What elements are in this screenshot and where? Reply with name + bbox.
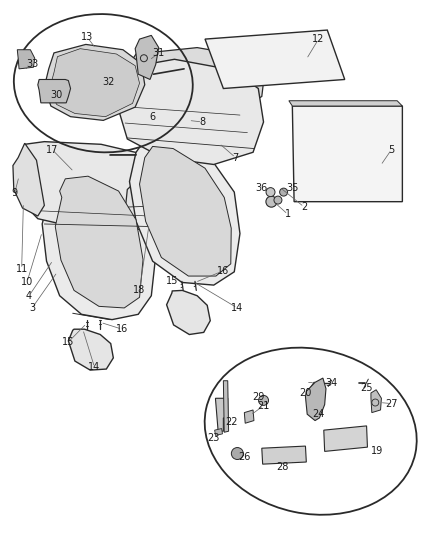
Text: 29: 29 xyxy=(252,392,265,402)
Text: 15: 15 xyxy=(166,277,178,286)
Polygon shape xyxy=(55,176,143,308)
Polygon shape xyxy=(125,163,180,229)
Text: 31: 31 xyxy=(152,48,165,58)
Text: 6: 6 xyxy=(149,112,155,122)
Circle shape xyxy=(258,395,268,406)
Polygon shape xyxy=(166,290,210,335)
Polygon shape xyxy=(215,398,228,431)
Text: 23: 23 xyxy=(208,433,220,442)
Text: 18: 18 xyxy=(134,285,146,295)
Polygon shape xyxy=(371,390,381,413)
Text: 12: 12 xyxy=(312,34,325,44)
Circle shape xyxy=(231,448,244,459)
Polygon shape xyxy=(130,140,240,285)
Text: 9: 9 xyxy=(11,188,18,198)
Text: 15: 15 xyxy=(62,337,74,347)
Text: 26: 26 xyxy=(238,451,251,462)
Text: 3: 3 xyxy=(29,303,35,313)
Circle shape xyxy=(266,196,277,207)
Text: 27: 27 xyxy=(385,399,398,409)
Polygon shape xyxy=(18,142,171,229)
Text: 22: 22 xyxy=(225,417,237,426)
Text: 4: 4 xyxy=(26,290,32,301)
Polygon shape xyxy=(244,410,254,423)
Polygon shape xyxy=(324,426,367,451)
Polygon shape xyxy=(119,59,264,165)
Text: 33: 33 xyxy=(26,59,38,69)
Polygon shape xyxy=(305,378,326,421)
Text: 7: 7 xyxy=(233,152,239,163)
Polygon shape xyxy=(38,79,71,103)
Text: 2: 2 xyxy=(301,202,307,212)
Polygon shape xyxy=(49,49,140,117)
Circle shape xyxy=(266,188,275,197)
Text: 36: 36 xyxy=(256,183,268,193)
Text: 17: 17 xyxy=(46,144,58,155)
Polygon shape xyxy=(262,446,306,464)
Text: 20: 20 xyxy=(299,388,311,398)
Polygon shape xyxy=(292,106,403,201)
Text: 14: 14 xyxy=(88,362,101,373)
Text: 8: 8 xyxy=(199,117,205,127)
Text: 11: 11 xyxy=(15,264,28,274)
Text: 1: 1 xyxy=(285,209,291,220)
Polygon shape xyxy=(42,168,155,320)
Text: 13: 13 xyxy=(81,32,93,42)
Circle shape xyxy=(274,196,282,204)
Polygon shape xyxy=(119,47,265,122)
Text: 34: 34 xyxy=(325,378,338,389)
Text: 10: 10 xyxy=(21,278,33,287)
Text: 35: 35 xyxy=(286,183,299,193)
Circle shape xyxy=(279,188,288,196)
Text: 25: 25 xyxy=(360,383,373,393)
Text: 21: 21 xyxy=(258,401,270,411)
Text: 5: 5 xyxy=(389,144,395,155)
Text: 24: 24 xyxy=(312,409,325,419)
Polygon shape xyxy=(135,35,159,79)
Polygon shape xyxy=(13,143,44,216)
Polygon shape xyxy=(68,329,113,370)
Text: 32: 32 xyxy=(103,77,115,86)
Polygon shape xyxy=(44,44,145,120)
Polygon shape xyxy=(17,50,35,69)
Polygon shape xyxy=(223,381,229,432)
Text: 19: 19 xyxy=(371,447,383,456)
Text: 14: 14 xyxy=(231,303,244,313)
Polygon shape xyxy=(140,147,231,276)
Text: 16: 16 xyxy=(116,324,128,334)
Polygon shape xyxy=(215,429,223,435)
Text: 30: 30 xyxy=(50,91,63,100)
Text: 28: 28 xyxy=(276,462,289,472)
Polygon shape xyxy=(289,101,403,106)
Text: 16: 16 xyxy=(217,266,230,276)
Polygon shape xyxy=(205,30,345,88)
